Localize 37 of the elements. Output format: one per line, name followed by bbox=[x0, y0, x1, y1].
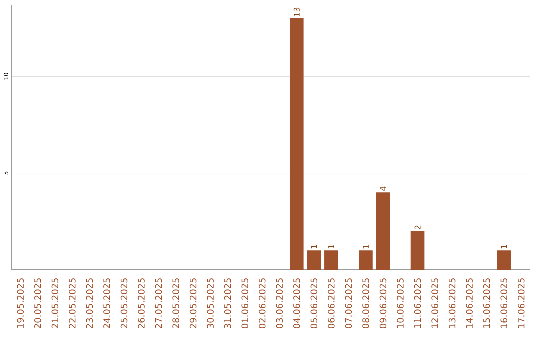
x-tick-label: 26.05.2025 bbox=[138, 278, 145, 328]
x-tick-label: 08.06.2025 bbox=[362, 278, 370, 329]
bar bbox=[290, 18, 304, 270]
bar bbox=[307, 250, 322, 270]
bar bbox=[410, 231, 425, 270]
x-tick-label: 04.06.2025 bbox=[294, 278, 300, 329]
x-tick-label: 10.06.2025 bbox=[397, 278, 404, 328]
x-tick-label: 13.06.2025 bbox=[448, 278, 456, 328]
x-tick-label: 25.05.2025 bbox=[120, 278, 128, 328]
x-tick-label: 11.06.2025 bbox=[414, 278, 422, 328]
x-tick-label: 07.06.2025 bbox=[345, 278, 352, 329]
x-tick-label: 20.05.2025 bbox=[34, 278, 42, 328]
bar bbox=[497, 250, 512, 270]
x-tick-label: 02.06.2025 bbox=[258, 278, 266, 329]
x-tick-label: 03.06.2025 bbox=[276, 278, 284, 329]
x-tick-label: 16.06.2025 bbox=[500, 278, 508, 328]
x-tick-label: 23.05.2025 bbox=[86, 278, 94, 328]
x-tick-label: 27.05.2025 bbox=[155, 278, 162, 328]
x-tick-label: 12.06.2025 bbox=[432, 278, 438, 328]
x-tick-label: 30.05.2025 bbox=[207, 278, 214, 328]
x-tick-label: 01.06.2025 bbox=[242, 278, 248, 329]
x-tick-label: 29.05.2025 bbox=[190, 278, 197, 328]
x-tick-label: 17.06.2025 bbox=[518, 278, 525, 328]
x-tick-label: 21.05.2025 bbox=[52, 278, 59, 328]
bar bbox=[324, 250, 338, 270]
x-tick-label: 19.05.2025 bbox=[17, 278, 24, 328]
x-tick-label: 09.06.2025 bbox=[380, 278, 387, 329]
x-tick-label: 15.06.2025 bbox=[483, 278, 490, 328]
x-tick-label: 28.05.2025 bbox=[172, 278, 180, 328]
x-tick-label: 06.06.2025 bbox=[328, 278, 335, 329]
x-tick-label: 05.06.2025 bbox=[310, 278, 318, 329]
x-tick-label: 31.05.2025 bbox=[224, 278, 232, 328]
bar bbox=[359, 250, 373, 270]
x-tick-label: 22.05.2025 bbox=[69, 278, 76, 328]
x-tick-label: 14.06.2025 bbox=[466, 278, 473, 328]
bar bbox=[376, 192, 390, 270]
x-tick-label: 24.05.2025 bbox=[104, 278, 110, 328]
